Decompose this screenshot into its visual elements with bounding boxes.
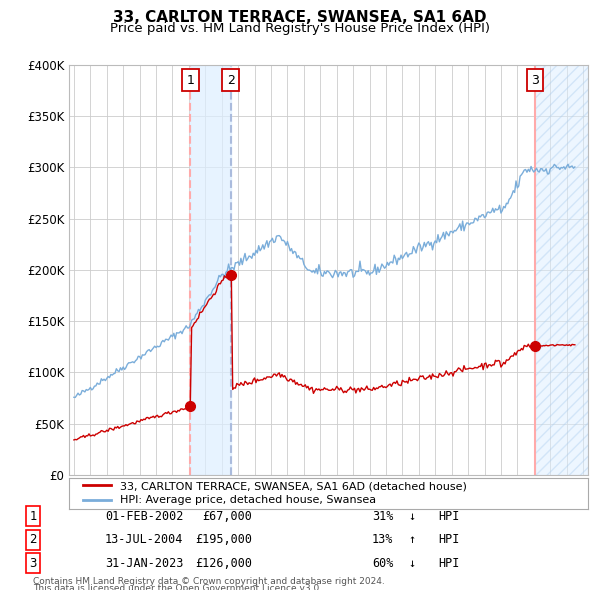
Text: 31-JAN-2023: 31-JAN-2023 [105, 557, 184, 570]
Text: £195,000: £195,000 [195, 533, 252, 546]
Text: £126,000: £126,000 [195, 557, 252, 570]
Bar [535, 65, 588, 475]
Text: £67,000: £67,000 [202, 510, 252, 523]
Text: Price paid vs. HM Land Registry's House Price Index (HPI): Price paid vs. HM Land Registry's House … [110, 22, 490, 35]
Legend: 33, CARLTON TERRACE, SWANSEA, SA1 6AD (detached house), HPI: Average price, deta: 33, CARLTON TERRACE, SWANSEA, SA1 6AD (d… [80, 478, 470, 509]
Text: Contains HM Land Registry data © Crown copyright and database right 2024.: Contains HM Land Registry data © Crown c… [33, 577, 385, 586]
Text: 3: 3 [531, 74, 539, 87]
Text: 60%: 60% [372, 557, 394, 570]
Text: 13-JUL-2004: 13-JUL-2004 [105, 533, 184, 546]
Text: 01-FEB-2002: 01-FEB-2002 [105, 510, 184, 523]
Text: HPI: HPI [438, 557, 460, 570]
Text: 2: 2 [29, 533, 37, 546]
Text: 1: 1 [186, 74, 194, 87]
Text: This data is licensed under the Open Government Licence v3.0.: This data is licensed under the Open Gov… [33, 584, 322, 590]
Text: 2: 2 [227, 74, 235, 87]
Text: 13%: 13% [372, 533, 394, 546]
Text: ↓: ↓ [408, 510, 415, 523]
Text: 3: 3 [29, 557, 37, 570]
Bar [535, 65, 588, 475]
Text: 31%: 31% [372, 510, 394, 523]
Text: HPI: HPI [438, 533, 460, 546]
Bar [190, 65, 230, 475]
Text: HPI: HPI [438, 510, 460, 523]
Text: 1: 1 [29, 510, 37, 523]
Text: 33, CARLTON TERRACE, SWANSEA, SA1 6AD: 33, CARLTON TERRACE, SWANSEA, SA1 6AD [113, 10, 487, 25]
Text: ↑: ↑ [408, 533, 415, 546]
Text: ↓: ↓ [408, 557, 415, 570]
